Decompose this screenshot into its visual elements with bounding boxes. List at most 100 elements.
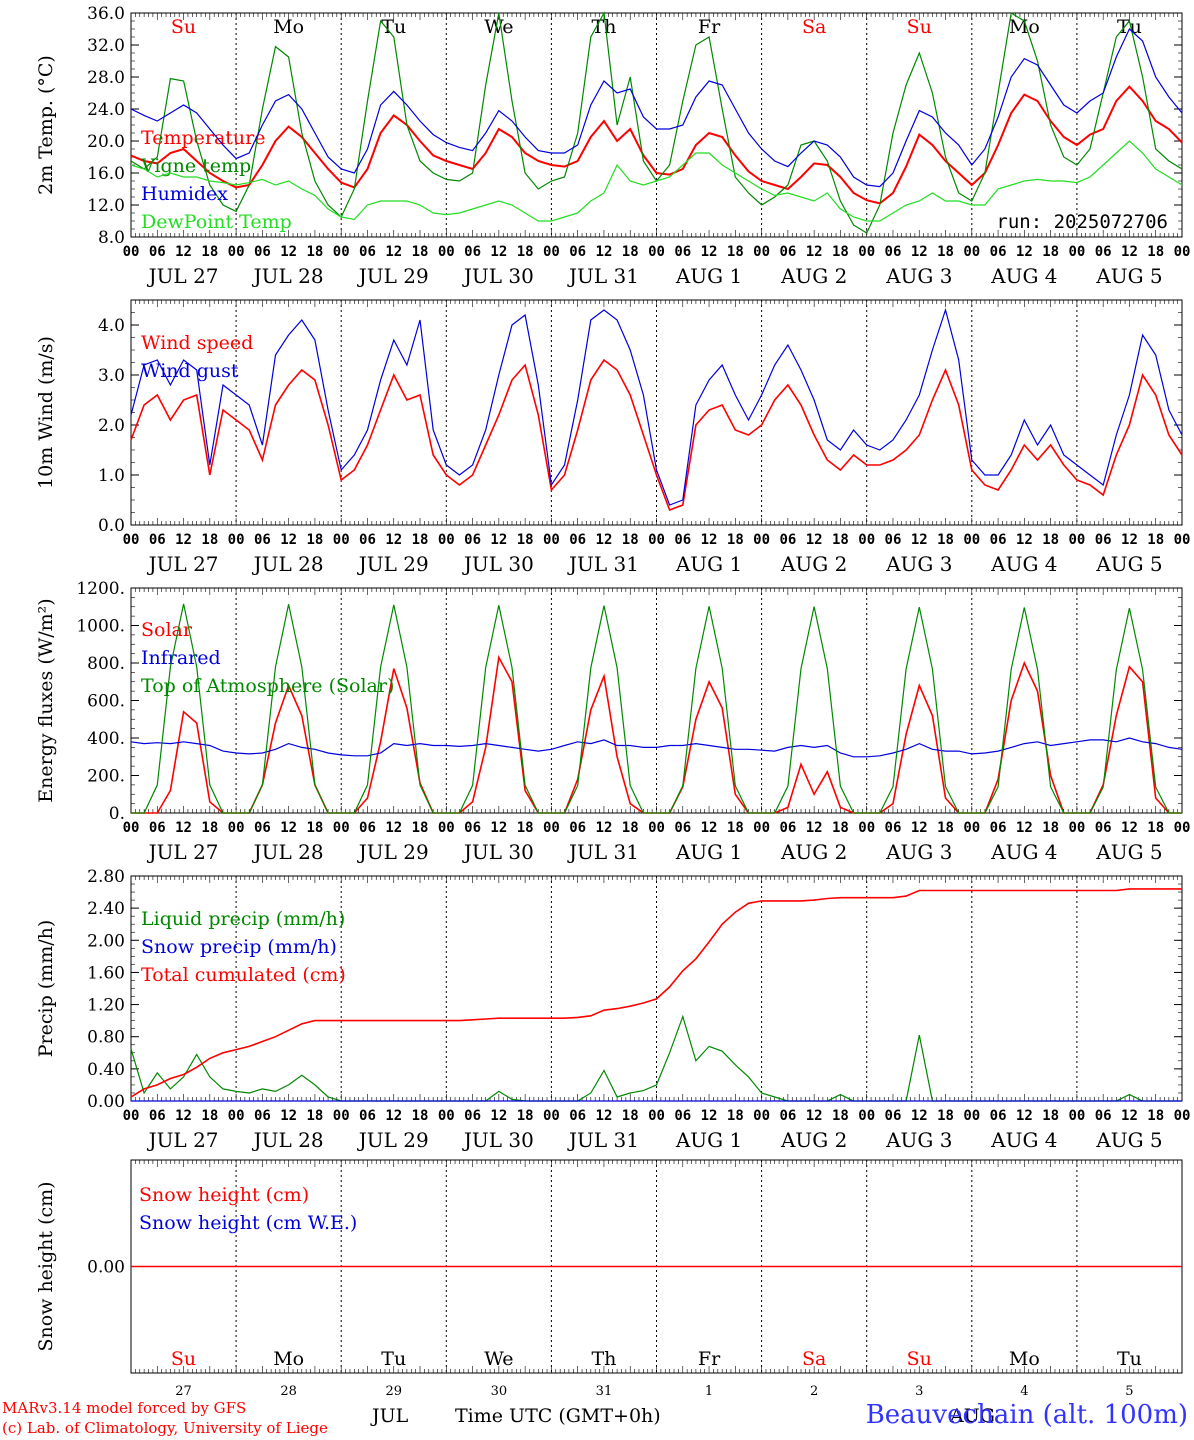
- day-label: AUG 1: [675, 552, 742, 576]
- y-tick-label: 0.: [109, 804, 125, 824]
- hour-tick-label: 06: [569, 1108, 586, 1124]
- hour-tick-label: 06: [254, 820, 271, 836]
- legend-entry: Total cumulated (cm): [141, 964, 346, 986]
- hour-tick-label: 06: [990, 1108, 1007, 1124]
- day-label: JUL 31: [567, 552, 639, 576]
- y-tick-label: 1.60: [87, 963, 125, 983]
- y-tick-label: 36.0: [87, 4, 125, 24]
- hour-tick-label: 18: [412, 820, 429, 836]
- hour-tick-label: 06: [1095, 532, 1112, 548]
- hour-tick-label: 06: [464, 532, 481, 548]
- legend-entry: Liquid precip (mm/h): [141, 908, 345, 930]
- y-tick-label: 0.40: [87, 1060, 125, 1080]
- hour-tick-label: 00: [333, 820, 350, 836]
- hour-tick-label: 18: [937, 244, 954, 260]
- day-label: JUL 29: [357, 264, 429, 288]
- hour-tick-label: 00: [438, 1108, 455, 1124]
- y-tick-label: 16.0: [87, 164, 125, 184]
- day-label: AUG 2: [780, 264, 847, 288]
- hour-tick-label: 18: [412, 244, 429, 260]
- hour-tick-label: 00: [1174, 244, 1191, 260]
- hour-tick-label: 00: [963, 1108, 980, 1124]
- weekday-label: Su: [171, 1348, 196, 1370]
- run-label: run: 2025072706: [996, 211, 1168, 233]
- y-axis-title: 10m Wind (m/s): [35, 336, 57, 489]
- hour-tick-label: 06: [1095, 244, 1112, 260]
- weekday-label: Fr: [698, 16, 721, 38]
- hour-tick-label: 18: [201, 1108, 218, 1124]
- y-tick-label: 0.00: [87, 1092, 125, 1112]
- hour-tick-label: 00: [858, 820, 875, 836]
- day-label: JUL 31: [567, 264, 639, 288]
- hour-tick-label: 18: [201, 532, 218, 548]
- hour-tick-label: 06: [674, 820, 691, 836]
- hour-tick-label: 12: [385, 820, 402, 836]
- hour-tick-label: 12: [701, 244, 718, 260]
- weekday-label: Mo: [273, 1348, 304, 1370]
- hour-tick-label: 12: [701, 1108, 718, 1124]
- hour-tick-label: 00: [858, 1108, 875, 1124]
- hour-tick-label: 12: [596, 820, 613, 836]
- hour-tick-label: 12: [911, 1108, 928, 1124]
- hour-tick-label: 00: [1068, 820, 1085, 836]
- station-title: Beauvechain (alt. 100m): [865, 1400, 1188, 1430]
- hour-tick-label: 06: [149, 820, 166, 836]
- hour-tick-label: 12: [1121, 1108, 1138, 1124]
- y-tick-label: 28.0: [87, 68, 125, 88]
- y-tick-label: 8.0: [98, 228, 125, 248]
- day-label: JUL 28: [252, 840, 324, 864]
- hour-tick-label: 00: [648, 532, 665, 548]
- hour-tick-label: 06: [885, 244, 902, 260]
- y-tick-label: 2.40: [87, 899, 125, 919]
- hour-tick-label: 00: [753, 532, 770, 548]
- day-label: AUG 5: [1095, 264, 1162, 288]
- hour-tick-label: 12: [175, 820, 192, 836]
- hour-tick-label: 00: [1174, 820, 1191, 836]
- hour-tick-label: 12: [385, 244, 402, 260]
- hour-tick-label: 18: [622, 820, 639, 836]
- hour-tick-label: 00: [543, 1108, 560, 1124]
- hour-tick-label: 12: [385, 1108, 402, 1124]
- hour-tick-label: 12: [596, 1108, 613, 1124]
- hour-tick-label: 06: [1095, 1108, 1112, 1124]
- y-tick-label: 0.80: [87, 1028, 125, 1048]
- hour-tick-label: 06: [779, 1108, 796, 1124]
- weekday-label: Mo: [273, 16, 304, 38]
- weekday-label: Th: [591, 16, 616, 38]
- y-axis-title: Snow height (cm): [35, 1181, 57, 1351]
- day-label: JUL 29: [357, 1128, 429, 1152]
- day-label: AUG 2: [780, 1128, 847, 1152]
- legend-entry: Snow height (cm W.E.): [139, 1212, 357, 1234]
- day-label: AUG 2: [780, 552, 847, 576]
- panel-2: 0.0 1.0 2.0 3.0 4.0 10m Wind (m/s) 00 06 12 18 00 0…: [35, 299, 1190, 576]
- hour-tick-label: 06: [674, 532, 691, 548]
- hour-tick-label: 18: [727, 532, 744, 548]
- hour-tick-label: 06: [254, 244, 271, 260]
- panel-1: 8.0 12.0 16.0 20.0 24.0 28.0 32.0 36.0 2m Temp. …: [35, 4, 1190, 288]
- hour-tick-label: 00: [963, 820, 980, 836]
- model-credit: MARv3.14 model forced by GFS: [2, 1399, 247, 1417]
- weekday-label: Tu: [381, 16, 406, 38]
- hour-tick-label: 00: [123, 532, 140, 548]
- hour-tick-label: 06: [464, 244, 481, 260]
- hour-tick-label: 18: [727, 820, 744, 836]
- hour-tick-label: 18: [937, 532, 954, 548]
- hour-tick-label: 18: [727, 244, 744, 260]
- y-tick-label: 1200.: [76, 579, 125, 599]
- hour-tick-label: 18: [1147, 1108, 1164, 1124]
- y-tick-label: 4.0: [98, 316, 125, 336]
- legend-entry: Infrared: [141, 647, 221, 669]
- hour-tick-label: 12: [1016, 532, 1033, 548]
- hour-tick-label: 06: [359, 820, 376, 836]
- legend-entry: DewPoint Temp: [141, 211, 292, 233]
- day-label: AUG 5: [1095, 1128, 1162, 1152]
- hour-tick-label: 18: [412, 1108, 429, 1124]
- y-tick-label: 3.0: [98, 366, 125, 386]
- day-number-label: 2: [810, 1384, 818, 1399]
- hour-tick-label: 18: [622, 1108, 639, 1124]
- hour-tick-label: 12: [911, 820, 928, 836]
- y-tick-label: 2.80: [87, 867, 125, 887]
- weekday-label: Sa: [802, 16, 826, 38]
- day-label: JUL 28: [252, 1128, 324, 1152]
- day-label: JUL 27: [147, 552, 219, 576]
